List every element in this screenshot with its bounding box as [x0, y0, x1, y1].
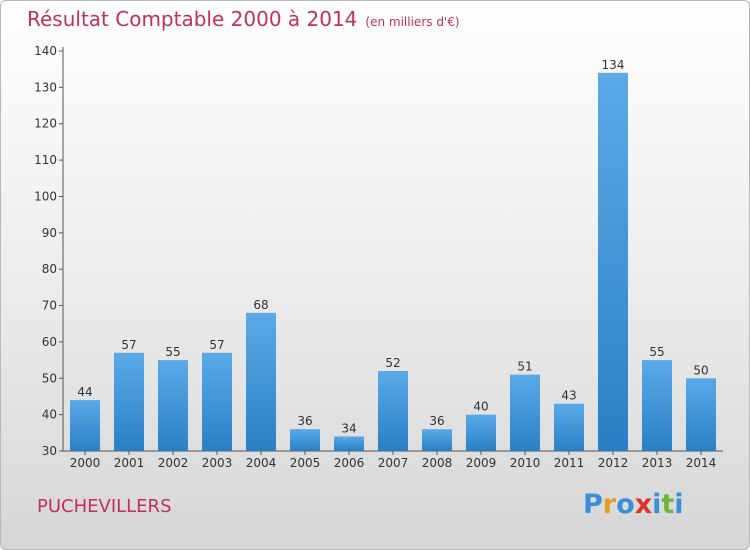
y-tick-label: 70 — [42, 299, 57, 313]
bar-2007 — [378, 371, 408, 451]
chart-title: Résultat Comptable 2000 à 2014 (en millie… — [27, 7, 460, 31]
y-tick-label: 60 — [42, 335, 57, 349]
x-tick-label-2010: 2010 — [510, 456, 541, 470]
x-tick-label-2003: 2003 — [202, 456, 233, 470]
chart-unit: (en milliers d'€) — [365, 15, 460, 29]
bar-2003 — [202, 352, 232, 451]
x-tick-label-2002: 2002 — [158, 456, 189, 470]
data-label-2007: 52 — [385, 356, 400, 370]
data-label-2011: 43 — [561, 389, 576, 403]
y-tick-label: 140 — [34, 44, 57, 58]
data-label-2000: 44 — [77, 385, 92, 399]
bar-2005 — [290, 429, 320, 451]
data-label-2002: 55 — [165, 345, 180, 359]
logo-letter: P — [583, 489, 603, 520]
commune-name: PUCHEVILLERS — [37, 496, 172, 517]
y-tick-label: 50 — [42, 371, 57, 385]
bar-2000 — [70, 400, 100, 451]
bar-2004 — [246, 312, 276, 451]
y-tick-label: 120 — [34, 117, 57, 131]
bar-2009 — [466, 414, 496, 451]
y-tick-label: 100 — [34, 189, 57, 203]
bar-2008 — [422, 429, 452, 451]
data-label-2009: 40 — [473, 400, 488, 414]
y-tick-label: 90 — [42, 226, 57, 240]
data-label-2013: 55 — [649, 345, 664, 359]
bar-2001 — [114, 352, 144, 451]
bar-2002 — [158, 360, 188, 451]
x-tick-label-2001: 2001 — [114, 456, 145, 470]
logo-letter: i — [674, 489, 684, 520]
x-tick-label-2006: 2006 — [334, 456, 365, 470]
data-label-2003: 57 — [209, 338, 224, 352]
proxiti-logo: Proxiti — [583, 489, 684, 520]
data-label-2001: 57 — [121, 338, 136, 352]
x-tick-label-2000: 2000 — [70, 456, 101, 470]
logo-letter: i — [652, 489, 662, 520]
bar-2012 — [598, 72, 628, 452]
bar-2010 — [510, 374, 540, 451]
logo-letter: t — [661, 489, 675, 520]
y-tick-label: 40 — [42, 408, 57, 422]
y-tick-label: 80 — [42, 262, 57, 276]
data-label-2008: 36 — [429, 414, 444, 428]
bar-2014 — [686, 378, 716, 451]
x-tick-label-2005: 2005 — [290, 456, 321, 470]
y-tick-label: 110 — [34, 153, 57, 167]
logo-letter: x — [634, 489, 653, 520]
x-tick-label-2011: 2011 — [554, 456, 585, 470]
data-label-2010: 51 — [517, 360, 532, 374]
data-label-2004: 68 — [253, 298, 268, 312]
x-tick-label-2008: 2008 — [422, 456, 453, 470]
x-tick-label-2013: 2013 — [642, 456, 673, 470]
x-tick-label-2009: 2009 — [466, 456, 497, 470]
y-tick-label: 130 — [34, 80, 57, 94]
data-label-2012: 134 — [602, 58, 625, 72]
x-tick-label-2007: 2007 — [378, 456, 409, 470]
y-tick-label: 30 — [42, 444, 57, 458]
logo-letter: o — [616, 489, 635, 520]
data-label-2005: 36 — [297, 414, 312, 428]
bar-2006 — [334, 436, 364, 451]
bar-2013 — [642, 360, 672, 451]
x-tick-label-2004: 2004 — [246, 456, 277, 470]
chart-title-text: Résultat Comptable 2000 à 2014 — [27, 7, 358, 31]
data-label-2006: 34 — [341, 421, 356, 435]
logo-letter: r — [602, 489, 617, 520]
data-label-2014: 50 — [693, 363, 708, 377]
x-tick-label-2012: 2012 — [598, 456, 629, 470]
bar-2011 — [554, 403, 584, 451]
x-tick-label-2014: 2014 — [686, 456, 717, 470]
